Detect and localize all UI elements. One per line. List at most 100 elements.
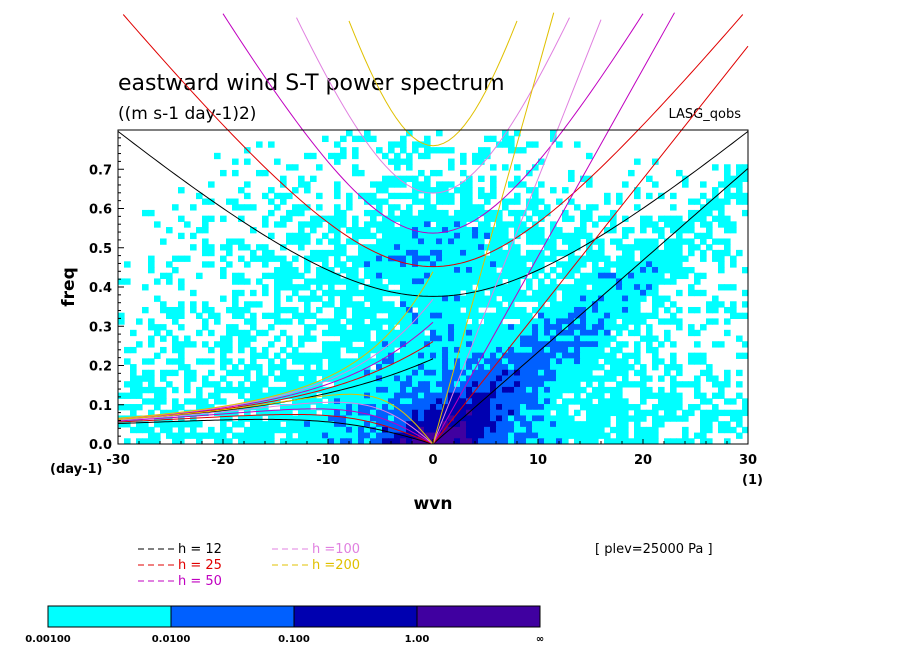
- heatmap-cell: [412, 352, 419, 359]
- heatmap-cell: [718, 426, 725, 434]
- heatmap-cell: [574, 244, 581, 251]
- heatmap-cell: [742, 404, 748, 411]
- heatmap-cell: [514, 255, 521, 262]
- heatmap-cell: [430, 404, 437, 411]
- heatmap-cell: [574, 238, 581, 245]
- heatmap-cell: [736, 415, 743, 422]
- heatmap-cell: [376, 249, 383, 257]
- heatmap-cell: [328, 284, 335, 291]
- heatmap-cell: [700, 221, 707, 228]
- heatmap-cell: [418, 341, 425, 348]
- heatmap-cell: [202, 306, 209, 314]
- heatmap-cell: [358, 426, 365, 434]
- heatmap-cell: [340, 244, 347, 251]
- heatmap-cell: [550, 369, 557, 377]
- heatmap-cell: [490, 301, 497, 308]
- heatmap-cell: [718, 238, 725, 245]
- heatmap-cell: [700, 215, 707, 222]
- heatmap-cell: [610, 227, 617, 234]
- heatmap-cell: [484, 198, 491, 205]
- heatmap-cell: [388, 404, 395, 411]
- heatmap-cell: [472, 426, 479, 434]
- heatmap-cell: [718, 255, 725, 262]
- heatmap-cell: [532, 398, 539, 405]
- heatmap-cell: [262, 169, 269, 177]
- heatmap-cell: [682, 426, 689, 434]
- heatmap-cell: [394, 278, 401, 285]
- heatmap-cell: [460, 209, 467, 217]
- heatmap-cell: [688, 244, 695, 251]
- heatmap-cell: [556, 381, 563, 388]
- heatmap-cell: [388, 346, 395, 354]
- heatmap-cell: [556, 312, 563, 319]
- heatmap-cell: [364, 130, 371, 137]
- inertio-gravity-curve: [222, 13, 644, 234]
- heatmap-cell: [712, 375, 719, 382]
- heatmap-cell: [472, 232, 479, 240]
- heatmap-cell: [472, 346, 479, 354]
- heatmap-cell: [514, 324, 521, 331]
- heatmap-cell: [256, 364, 263, 371]
- heatmap-cell: [502, 392, 509, 399]
- heatmap-cell: [724, 244, 731, 251]
- heatmap-cell: [742, 289, 748, 297]
- heatmap-cell: [442, 272, 449, 280]
- heatmap-cell: [298, 232, 305, 240]
- heatmap-cell: [190, 289, 197, 297]
- heatmap-cell: [676, 398, 683, 405]
- heatmap-cell: [412, 301, 419, 308]
- heatmap-cell: [322, 352, 329, 359]
- heatmap-cell: [448, 415, 455, 422]
- heatmap-cell: [298, 432, 305, 439]
- heatmap-cell: [382, 352, 389, 359]
- heatmap-cell: [304, 232, 311, 240]
- heatmap-cell: [232, 295, 239, 302]
- heatmap-cell: [448, 409, 455, 417]
- heatmap-cell: [454, 415, 461, 422]
- heatmap-cell: [502, 204, 509, 211]
- heatmap-cell: [394, 215, 401, 222]
- heatmap-cell: [424, 135, 431, 143]
- heatmap-cell: [394, 164, 401, 171]
- heatmap-cell: [532, 432, 539, 439]
- heatmap-cell: [514, 426, 521, 434]
- heatmap-cell: [238, 369, 245, 377]
- heatmap-cell: [448, 255, 455, 262]
- heatmap-cell: [586, 432, 593, 439]
- heatmap-cell: [670, 215, 677, 222]
- heatmap-cell: [484, 398, 491, 405]
- heatmap-cell: [436, 369, 443, 377]
- heatmap-cell: [208, 369, 215, 377]
- heatmap-cell: [274, 158, 281, 165]
- heatmap-cell: [508, 392, 515, 399]
- heatmap-cell: [316, 164, 323, 171]
- heatmap-cell: [484, 369, 491, 377]
- heatmap-cell: [544, 295, 551, 302]
- heatmap-cell: [706, 244, 713, 251]
- inertio-gravity-curve: [296, 17, 570, 194]
- heatmap-cell: [442, 255, 449, 262]
- heatmap-cell: [274, 221, 281, 228]
- heatmap-cell: [472, 398, 479, 405]
- heatmap-cell: [562, 312, 569, 319]
- heatmap-cell: [232, 306, 239, 314]
- heatmap-cell: [214, 381, 221, 388]
- heatmap-cell: [700, 249, 707, 257]
- heatmap-cell: [664, 364, 671, 371]
- heatmap-cell: [592, 312, 599, 319]
- heatmap-cell: [682, 415, 689, 422]
- heatmap-cell: [388, 192, 395, 200]
- heatmap-cell: [196, 329, 203, 337]
- heatmap-cell: [460, 415, 467, 422]
- heatmap-cell: [580, 306, 587, 314]
- heatmap-cell: [442, 284, 449, 291]
- heatmap-cell: [280, 329, 287, 337]
- heatmap-cell: [448, 404, 455, 411]
- heatmap-cell: [208, 346, 215, 354]
- heatmap-cell: [178, 306, 185, 314]
- heatmap-cell: [538, 369, 545, 377]
- heatmap-cell: [478, 152, 485, 160]
- heatmap-cell: [178, 187, 185, 194]
- heatmap-cell: [412, 147, 419, 154]
- heatmap-cell: [430, 306, 437, 314]
